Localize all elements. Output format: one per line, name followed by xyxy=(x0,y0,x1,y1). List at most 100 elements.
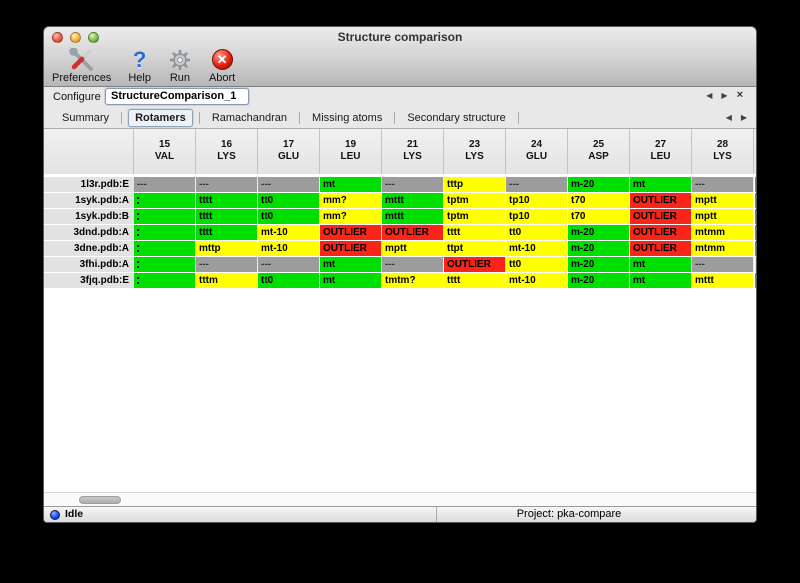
scrollbar-thumb[interactable] xyxy=(79,496,121,504)
titlebar[interactable]: Structure comparison xyxy=(44,27,756,47)
rotamer-cell[interactable]: --- xyxy=(258,177,320,192)
toolbar-button-abort[interactable]: ✕ Abort xyxy=(207,47,237,84)
rotamer-cell[interactable]: --- xyxy=(258,257,320,272)
partial-next-column-cell[interactable] xyxy=(755,177,756,192)
rotamer-cell[interactable]: --- xyxy=(382,177,444,192)
horizontal-scrollbar[interactable] xyxy=(44,492,756,506)
row-label[interactable]: 3dnd.pdb:A xyxy=(44,225,134,240)
rotamer-cell[interactable]: --- xyxy=(134,177,196,192)
rotamer-cell[interactable]: tp10 xyxy=(506,193,568,208)
rotamer-cell[interactable] xyxy=(134,209,196,224)
rotamer-cell[interactable]: tttt xyxy=(444,225,506,240)
tab-secondary-structure[interactable]: Secondary structure xyxy=(407,112,506,124)
rotamer-cell[interactable] xyxy=(134,193,196,208)
rotamer-cell[interactable]: tttm xyxy=(196,273,258,288)
rotamer-cell[interactable]: mttt xyxy=(692,273,754,288)
rotamer-cell[interactable]: mptt xyxy=(692,209,754,224)
partial-next-column-cell[interactable] xyxy=(755,193,756,208)
rotamer-cell[interactable]: mttp xyxy=(196,241,258,256)
rotamer-cell[interactable]: tt0 xyxy=(258,209,320,224)
tab-scroll-right-icon[interactable]: ▶ xyxy=(740,113,747,122)
rotamer-cell[interactable]: m-20 xyxy=(568,273,630,288)
row-label[interactable]: 3dne.pdb:A xyxy=(44,241,134,256)
rotamer-cell[interactable]: tttt xyxy=(196,209,258,224)
rotamer-cell[interactable]: --- xyxy=(506,177,568,192)
rotamer-cell[interactable]: OUTLIER xyxy=(444,257,506,272)
minimize-window-button[interactable] xyxy=(70,32,81,43)
rotamer-cell[interactable]: --- xyxy=(692,257,754,272)
rotamer-cell[interactable]: mt xyxy=(320,257,382,272)
column-header-23[interactable]: 23 LYS xyxy=(444,129,506,174)
rotamer-cell[interactable]: --- xyxy=(196,177,258,192)
column-header-21[interactable]: 21 LYS xyxy=(382,129,444,174)
rotamer-cell[interactable]: --- xyxy=(382,257,444,272)
rotamer-cell[interactable]: --- xyxy=(692,177,754,192)
rotamer-cell[interactable]: tttt xyxy=(196,193,258,208)
rotamer-cell[interactable]: m-20 xyxy=(568,225,630,240)
row-label[interactable]: 3fjq.pdb:E xyxy=(44,273,134,288)
rotamer-cell[interactable] xyxy=(134,241,196,256)
rotamer-cell[interactable]: mt xyxy=(320,177,382,192)
rotamer-cell[interactable]: mt-10 xyxy=(506,273,568,288)
rotamer-cell[interactable]: OUTLIER xyxy=(630,209,692,224)
rotamer-cell[interactable]: tttp xyxy=(444,177,506,192)
rotamer-cell[interactable]: mt xyxy=(630,273,692,288)
rotamer-cell[interactable]: OUTLIER xyxy=(630,241,692,256)
rotamer-cell[interactable]: OUTLIER xyxy=(320,225,382,240)
rotamer-cell[interactable]: tt0 xyxy=(258,193,320,208)
rotamer-cell[interactable]: mtmm xyxy=(692,225,754,240)
partial-next-column-cell[interactable] xyxy=(755,257,756,272)
rotamer-cell[interactable]: tttt xyxy=(196,225,258,240)
pane-scroll-right-icon[interactable]: ▶ xyxy=(721,91,728,100)
toolbar-button-preferences[interactable]: Preferences xyxy=(50,47,113,84)
rotamer-cell[interactable]: mm? xyxy=(320,193,382,208)
partial-next-column-cell[interactable] xyxy=(755,209,756,224)
rotamer-cell[interactable]: OUTLIER xyxy=(630,193,692,208)
rotamer-cell[interactable]: mptt xyxy=(692,193,754,208)
row-label[interactable]: 1syk.pdb:B xyxy=(44,209,134,224)
row-label[interactable]: 1syk.pdb:A xyxy=(44,193,134,208)
tab-missing-atoms[interactable]: Missing atoms xyxy=(312,112,383,124)
tab-summary[interactable]: Summary xyxy=(62,112,110,124)
column-header-17[interactable]: 17 GLU xyxy=(258,129,320,174)
rotamer-cell[interactable]: mt-10 xyxy=(506,241,568,256)
rotamer-cell[interactable]: tptm xyxy=(444,209,506,224)
rotamer-cell[interactable]: OUTLIER xyxy=(320,241,382,256)
rotamer-cell[interactable]: mt xyxy=(320,273,382,288)
rotamer-cell[interactable]: mt-10 xyxy=(258,225,320,240)
row-label[interactable]: 3fhi.pdb:A xyxy=(44,257,134,272)
tab-ramachandran[interactable]: Ramachandran xyxy=(211,112,288,124)
rotamer-cell[interactable]: --- xyxy=(196,257,258,272)
rotamer-cell[interactable]: OUTLIER xyxy=(630,225,692,240)
rotamer-cell[interactable]: OUTLIER xyxy=(382,225,444,240)
partial-next-column-cell[interactable] xyxy=(755,273,756,288)
rotamer-cell[interactable]: ttpt xyxy=(444,241,506,256)
tab-rotamers[interactable]: Rotamers xyxy=(128,109,193,127)
rotamer-cell[interactable]: mttt xyxy=(382,209,444,224)
rotamer-cell[interactable] xyxy=(134,273,196,288)
close-window-button[interactable] xyxy=(52,32,63,43)
partial-next-column-cell[interactable] xyxy=(755,241,756,256)
toolbar-button-help[interactable]: ? Help xyxy=(126,47,153,84)
rotamer-cell[interactable]: mt xyxy=(630,257,692,272)
rotamer-cell[interactable]: tttt xyxy=(444,273,506,288)
rotamer-cell[interactable] xyxy=(134,225,196,240)
rotamer-cell[interactable]: tt0 xyxy=(506,257,568,272)
configuration-name-field[interactable]: StructureComparison_1 xyxy=(105,88,249,105)
rotamer-cell[interactable]: mttt xyxy=(382,193,444,208)
row-label[interactable]: 1l3r.pdb:E xyxy=(44,177,134,192)
tab-scroll-left-icon[interactable]: ◀ xyxy=(725,113,732,122)
rotamer-cell[interactable]: tt0 xyxy=(506,225,568,240)
rotamer-cell[interactable]: mm? xyxy=(320,209,382,224)
rotamer-cell[interactable]: mt-10 xyxy=(258,241,320,256)
rotamer-cell[interactable]: m-20 xyxy=(568,257,630,272)
rotamer-cell[interactable]: t70 xyxy=(568,209,630,224)
column-header-24[interactable]: 24 GLU xyxy=(506,129,568,174)
rotamer-cell[interactable]: m-20 xyxy=(568,241,630,256)
partial-next-column-cell[interactable] xyxy=(755,225,756,240)
column-header-27[interactable]: 27 LEU xyxy=(630,129,692,174)
rotamer-cell[interactable]: t70 xyxy=(568,193,630,208)
zoom-window-button[interactable] xyxy=(88,32,99,43)
rotamer-cell[interactable]: tptm xyxy=(444,193,506,208)
column-header-19[interactable]: 19 LEU xyxy=(320,129,382,174)
